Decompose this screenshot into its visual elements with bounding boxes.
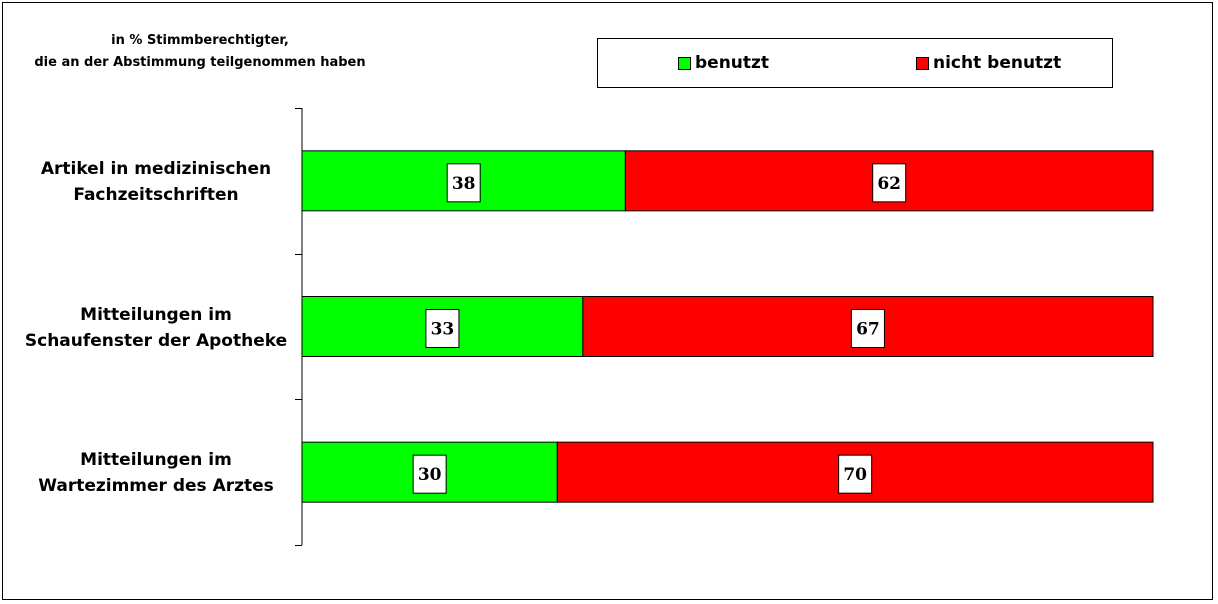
data-label-nicht-benutzt: 67 xyxy=(856,320,880,340)
data-label-box-benutzt xyxy=(425,309,460,348)
data-label-box-benutzt xyxy=(412,454,447,494)
subtitle-line-2: die an der Abstimmung teilgenommen haben xyxy=(34,55,366,70)
chart-subtitle: in % Stimmberechtigter, die an der Absti… xyxy=(20,30,380,74)
legend-label-nicht-benutzt: nicht benutzt xyxy=(933,53,1062,73)
data-label-box-nicht-benutzt xyxy=(872,163,907,203)
category-label-line-2: Wartezimmer des Arztes xyxy=(38,476,274,497)
data-label-nicht-benutzt: 62 xyxy=(877,174,901,194)
category-label: Mitteilungen im Schaufenster der Apotheke xyxy=(20,302,292,354)
data-label-benutzt: 38 xyxy=(452,174,476,194)
data-label-box-benutzt xyxy=(446,163,481,203)
data-label-benutzt: 30 xyxy=(418,465,442,485)
subtitle-line-1: in % Stimmberechtigter, xyxy=(111,33,289,48)
legend-label-benutzt: benutzt xyxy=(695,53,770,73)
category-label: Mitteilungen im Wartezimmer des Arztes xyxy=(20,447,292,499)
data-label-nicht-benutzt: 70 xyxy=(843,465,867,485)
legend-swatch-benutzt xyxy=(678,56,691,70)
category-label-line-1: Mitteilungen im xyxy=(80,450,232,471)
chart-legend: benutzt nicht benutzt xyxy=(597,38,1113,88)
category-label-line-2: Fachzeitschriften xyxy=(73,184,239,205)
category-label-line-2: Schaufenster der Apotheke xyxy=(24,330,288,351)
data-label-box-nicht-benutzt xyxy=(850,309,885,348)
category-label: Artikel in medizinischen Fachzeitschrifte… xyxy=(20,156,292,208)
legend-item-nicht-benutzt: nicht benutzt xyxy=(916,53,1061,73)
data-label-box-nicht-benutzt xyxy=(838,454,873,494)
category-label-line-1: Artikel in medizinischen xyxy=(40,158,272,179)
legend-swatch-nicht-benutzt xyxy=(916,56,929,70)
category-label-line-1: Mitteilungen im xyxy=(80,304,232,325)
data-label-benutzt: 33 xyxy=(431,320,455,340)
legend-item-benutzt: benutzt xyxy=(678,53,769,73)
